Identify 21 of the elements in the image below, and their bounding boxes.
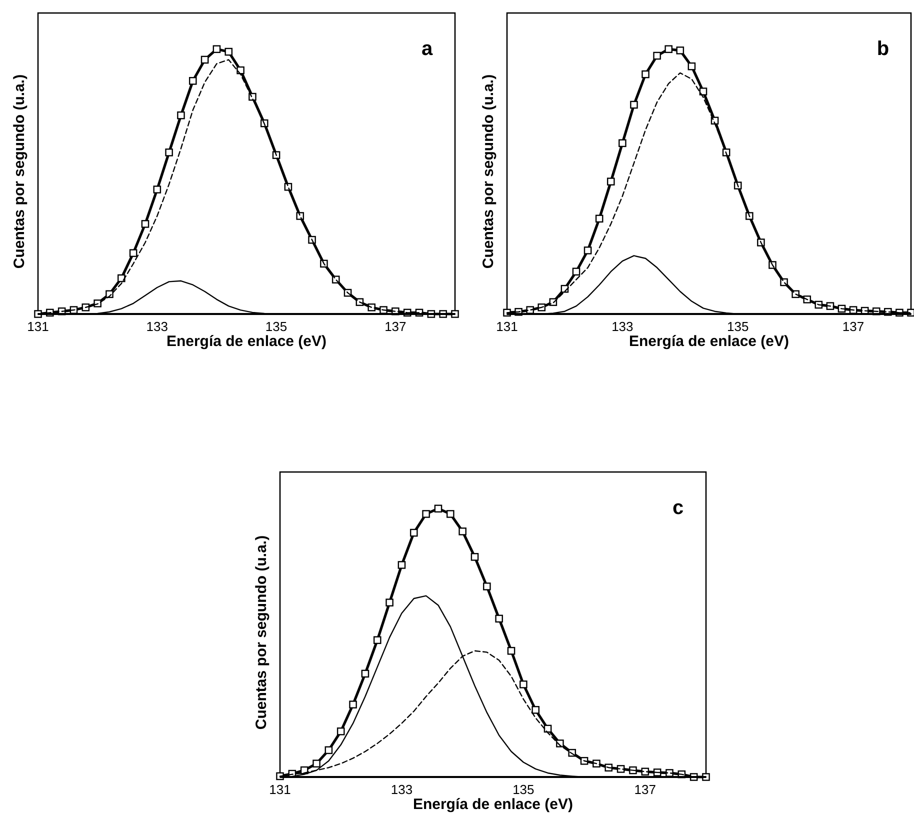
x-axis-title: Energía de enlace (eV) (628, 333, 790, 350)
y-axis-title: Cuentas por segundo (u.a.) (253, 535, 270, 730)
x-axis-title: Energía de enlace (eV) (166, 333, 327, 350)
x-tick-label: 135 (265, 319, 288, 334)
y-axis-title: Cuentas por segundo (u.a.) (480, 74, 497, 269)
x-tick-label: 133 (390, 782, 413, 797)
x-tick-label: 133 (612, 319, 634, 334)
x-tick-label: 135 (512, 782, 534, 797)
x-tick-label: 137 (384, 319, 406, 334)
annotation: b (876, 38, 890, 60)
x-tick-label: 135 (727, 319, 749, 334)
y-axis-title: Cuentas por segundo (u.a.) (11, 74, 28, 269)
x-tick-label: 137 (842, 319, 864, 334)
annotation: a (421, 38, 434, 60)
x-tick-label: 137 (634, 782, 656, 797)
x-tick-label: 133 (146, 319, 168, 334)
annotation: c (672, 497, 684, 519)
x-tick-label: 131 (496, 319, 518, 334)
x-axis-title: Energía de enlace (eV) (412, 796, 574, 813)
x-tick-label: 131 (269, 782, 291, 797)
x-tick-label: 131 (27, 319, 49, 334)
